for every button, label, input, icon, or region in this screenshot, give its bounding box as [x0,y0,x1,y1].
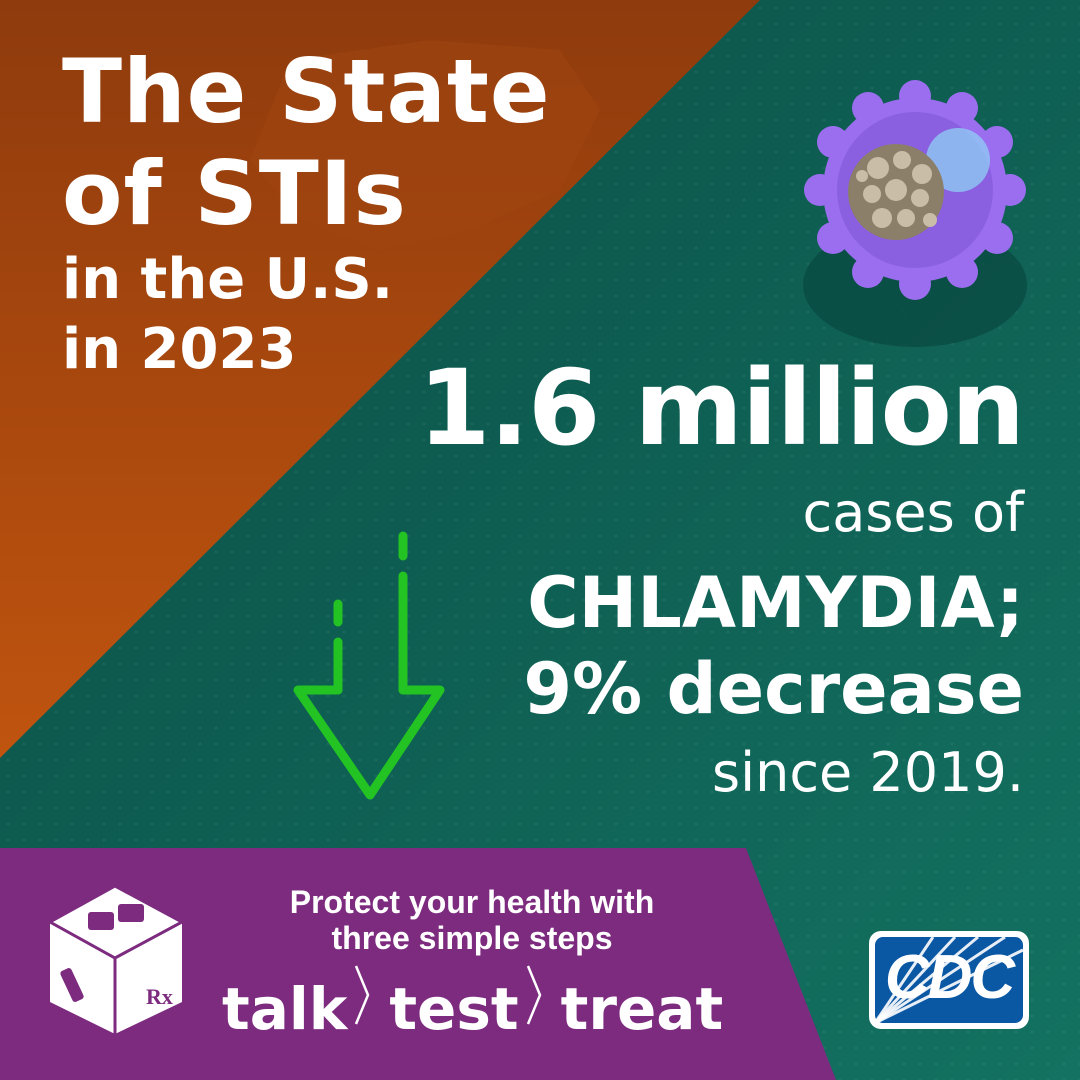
step-separator-1 [354,965,370,1025]
title-line-2: of STIs [62,142,407,245]
step-separator-2 [526,965,542,1025]
cdc-logo-text: CDC [884,943,1015,1012]
since-year-label: since 2019. [711,741,1024,804]
talk-test-treat-cube-icon: Rx [46,884,186,1034]
orange-diagonal-panel [0,0,760,758]
step-spacer-2 [527,978,553,1040]
title-line-1: The State [62,40,551,143]
page-title: The State of STIs in the U.S. in 2023 [62,48,551,392]
step-test: test [389,975,519,1043]
chlamydia-germ-icon [804,80,1026,300]
banner-line-2: three simple steps [331,920,613,956]
svg-text:Rx: Rx [146,984,173,1009]
us-map-silhouette [250,40,600,250]
statistic-block: 1.6 million cases of CHLAMYDIA; 9% decre… [384,347,1025,804]
step-spacer-1 [355,978,381,1040]
step-treat: treat [560,975,724,1043]
banner-message: Protect your health with three simple st… [232,884,712,956]
cases-of-label: cases of [802,481,1024,544]
percent-change: 9% decrease [523,648,1024,730]
purple-banner [0,848,836,1080]
down-arrow-icon [293,531,445,800]
title-line-3: in the U.S. [62,247,394,312]
steps-row: talk test treat [222,978,723,1040]
cdc-logo [869,931,1029,1029]
step-talk: talk [222,975,348,1043]
disease-name: CHLAMYDIA; [527,562,1024,644]
case-count: 1.6 million [418,347,1025,469]
banner-line-1: Protect your health with [289,884,655,920]
title-line-4: in 2023 [62,317,297,382]
